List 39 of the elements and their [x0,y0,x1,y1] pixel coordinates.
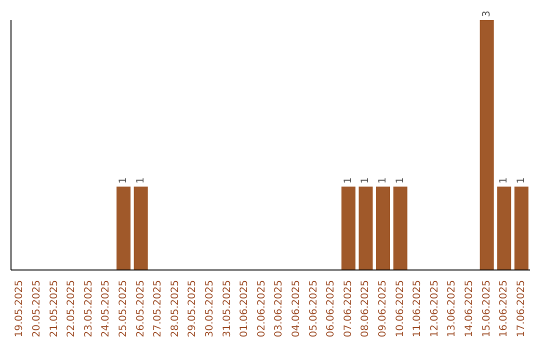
x-tick-label: 08.06.2025 [360,280,372,338]
x-tick-label: 30.05.2025 [204,280,216,338]
data-label: 1 [342,177,354,184]
x-tick-label: 31.05.2025 [222,280,233,338]
x-tick-label: 22.05.2025 [66,280,78,338]
x-tick-label: 10.06.2025 [394,280,406,338]
x-tick-label: 04.06.2025 [290,280,302,338]
x-tick-label: 28.05.2025 [170,280,181,338]
data-label: 1 [516,177,527,184]
x-tick-label: 03.06.2025 [274,280,285,338]
x-tick-label: 01.06.2025 [239,280,250,338]
x-tick-label: 20.05.2025 [31,280,42,338]
x-tick-label: 05.06.2025 [308,280,320,338]
x-tick-label: 15.06.2025 [481,280,492,338]
data-label: 1 [498,177,510,184]
x-tick-label: 17.06.2025 [516,280,527,338]
x-tick-label: 19.05.2025 [14,280,26,338]
x-tick-label: 06.06.2025 [326,280,337,338]
x-tick-label: 27.05.2025 [152,280,164,338]
x-tick-label: 26.05.2025 [135,280,146,338]
x-tick-label: 09.06.2025 [377,280,388,338]
x-tick-label: 12.06.2025 [429,280,440,338]
x-tick-label: 25.05.2025 [118,280,129,338]
data-label: 1 [378,177,389,184]
x-tick-label: 23.05.2025 [83,280,94,338]
x-tick-label: 02.06.2025 [256,280,268,338]
x-tick-label: 07.06.2025 [342,280,354,338]
x-tick-label: 24.05.2025 [100,280,112,338]
x-tick-label: 13.06.2025 [446,280,458,338]
x-tick-label: 16.06.2025 [498,280,510,338]
x-tick-label: 11.06.2025 [412,280,424,338]
data-label: 1 [360,177,372,184]
x-tick-label: 21.05.2025 [48,280,60,338]
data-label: 1 [394,177,406,184]
data-label: 1 [118,177,130,184]
x-tick-label: 29.05.2025 [187,280,198,338]
data-label: 3 [481,10,492,17]
data-label: 1 [135,177,146,184]
x-tick-label: 14.06.2025 [464,280,475,338]
